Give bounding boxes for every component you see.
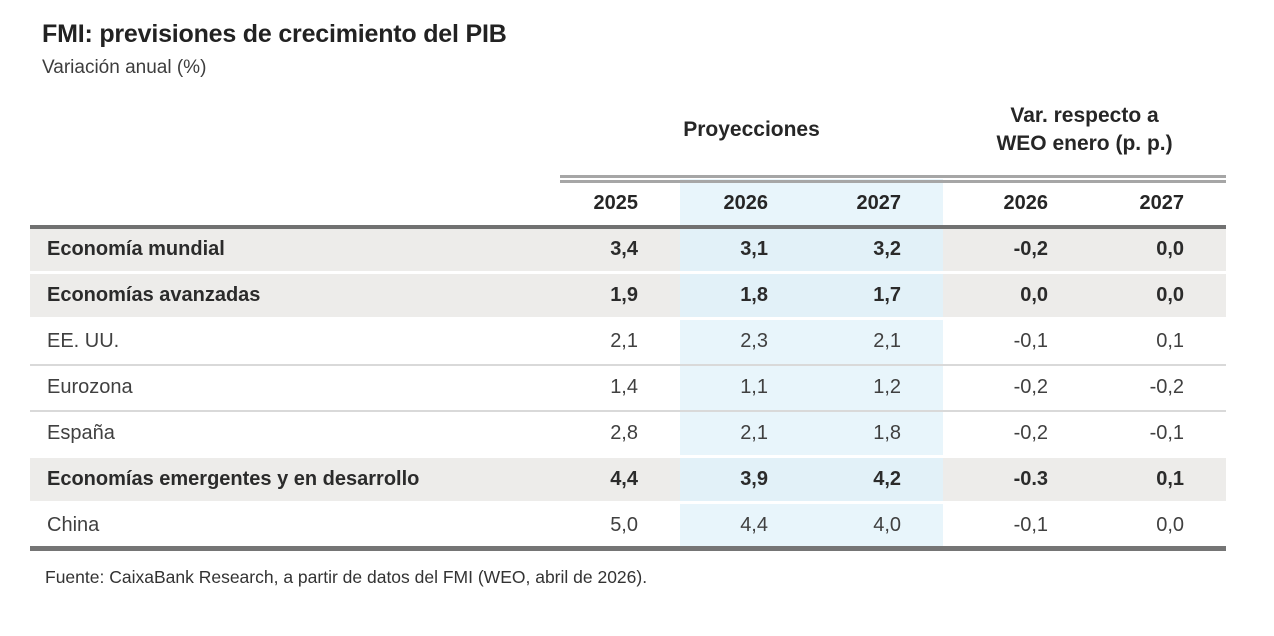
table-row: Economías emergentes y en desarrollo 4,4… [30, 456, 1227, 503]
cell-2025: 1,9 [560, 272, 680, 319]
year-header-row: 2025 2026 2027 2026 2027 [30, 178, 1227, 229]
cell-2025: 3,4 [560, 226, 680, 273]
cell-2025: 1,4 [610, 376, 638, 399]
cell-var-2026: -0,2 [1013, 376, 1049, 399]
cell-proj-2027: 3,2 [810, 226, 944, 273]
cell-proj-2026: 3,9 [680, 456, 810, 503]
table-row: Economía mundial 3,4 3,1 3,2 -0,2 0,0 [30, 226, 1227, 273]
table-row: Economías avanzadas 1,9 1,8 1,7 0,0 0,0 [30, 272, 1227, 319]
group-header-projections: Proyecciones [560, 90, 944, 183]
cell-proj-2026: 1,8 [680, 272, 810, 319]
table-row: China 5,0 4,4 4,0 -0,1 0,0 [30, 502, 1227, 552]
year-header-proj-2027: 2027 [810, 178, 944, 229]
group-header-row: Proyecciones Var. respecto a WEO enero (… [30, 90, 1227, 183]
table-row: Eurozona 1,4 1,1 1,2 -0,2 -0,2 [30, 364, 1227, 411]
cell-var-2027: -0,2 [1149, 376, 1185, 399]
cell-2025: 2,8 [610, 421, 638, 444]
table-body: Economía mundial 3,4 3,1 3,2 -0,2 0,0 Ec… [30, 226, 1227, 552]
group-header-variation: Var. respecto a WEO enero (p. p.) [943, 90, 1227, 183]
cell-var-2026: 0,0 [943, 272, 1091, 319]
group-header-variation-line2: WEO enero (p. p.) [996, 131, 1173, 155]
row-label: China [30, 502, 560, 552]
table-row: España 2,8 2,1 1,8 -0,2 -0,1 [30, 410, 1227, 457]
cell-var-2027: 0,1 [1090, 456, 1227, 503]
cell-var-2027: 0,0 [1090, 502, 1227, 552]
cell-proj-2027: 2,1 [810, 318, 944, 365]
row-label: EE. UU. [47, 330, 120, 353]
cell-var-2027: 0,0 [1090, 272, 1227, 319]
source-note: Fuente: CaixaBank Research, a partir de … [45, 567, 648, 588]
subtitle: Variación anual (%) [42, 56, 207, 78]
cell-var-2026: -0,2 [1013, 421, 1049, 444]
year-header-2025: 2025 [560, 178, 680, 229]
page-title: FMI: previsiones de crecimiento del PIB [42, 20, 507, 48]
cell-proj-2027: 1,7 [810, 272, 944, 319]
row-label: Eurozona [47, 376, 133, 399]
cell-proj-2026: 4,4 [680, 502, 810, 552]
row-label: Economías avanzadas [30, 272, 560, 319]
cell-var-2026: -0,2 [943, 226, 1091, 273]
cell-2025: 4,4 [560, 456, 680, 503]
cell-proj-2026: 2,1 [680, 410, 810, 457]
cell-proj-2027: 1,2 [810, 364, 944, 411]
cell-proj-2026: 3,1 [680, 226, 810, 273]
cell-var-2026: -0,1 [1013, 330, 1049, 353]
group-header-variation-line1: Var. respecto a [1010, 104, 1159, 128]
row-label: España [47, 421, 115, 444]
table-header: Proyecciones Var. respecto a WEO enero (… [30, 90, 1227, 229]
cell-var-2027: 0,1 [1156, 330, 1185, 353]
year-header-var-2027: 2027 [1090, 178, 1227, 229]
gdp-forecast-table: Proyecciones Var. respecto a WEO enero (… [30, 90, 1227, 552]
cell-var-2026: -0.3 [943, 456, 1091, 503]
cell-proj-2027: 4,0 [810, 502, 944, 552]
figure: FMI: previsiones de crecimiento del PIB … [30, 20, 1227, 588]
row-label: Economía mundial [30, 226, 560, 273]
cell-var-2027: -0,1 [1149, 421, 1185, 444]
corner-cell [30, 91, 560, 179]
cell-2025: 5,0 [560, 502, 680, 552]
year-header-empty [30, 178, 560, 229]
table-row: EE. UU. 2,1 2,3 2,1 -0,1 0,1 [30, 318, 1227, 365]
cell-proj-2027: 4,2 [810, 456, 944, 503]
year-header-proj-2026: 2026 [680, 178, 810, 229]
year-header-var-2026: 2026 [943, 178, 1091, 229]
cell-var-2026: -0,1 [943, 502, 1091, 552]
row-label: Economías emergentes y en desarrollo [30, 456, 560, 503]
cell-proj-2026: 1,1 [680, 364, 810, 411]
cell-proj-2027: 1,8 [810, 410, 944, 457]
cell-proj-2026: 2,3 [680, 318, 810, 365]
cell-2025: 2,1 [610, 330, 638, 353]
cell-var-2027: 0,0 [1090, 226, 1227, 273]
